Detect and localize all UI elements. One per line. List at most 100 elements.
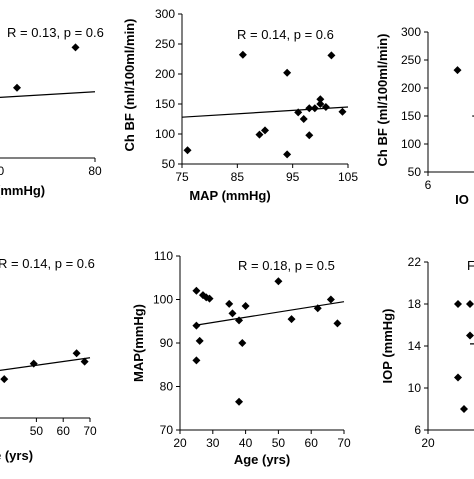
y-tick-label: 300 (155, 7, 175, 21)
data-point (305, 131, 314, 140)
x-tick-label: 40 (239, 436, 253, 450)
x-axis-label: e (yrs) (0, 448, 33, 463)
x-tick-label: 70 (83, 424, 97, 438)
data-point (228, 309, 237, 318)
panel-4: 50 60 70 R = 0.14, p = 0.6 e (yrs) (0, 256, 97, 463)
trend-line (0, 357, 91, 371)
data-point (327, 51, 336, 60)
correlation-annotation: R = 0.14, p = 0.6 (0, 256, 95, 271)
x-tick-label: 60 (305, 436, 319, 450)
data-point (0, 375, 9, 384)
data-point (80, 357, 89, 366)
correlation-annotation: R = 0.18, p = 0.5 (238, 258, 335, 273)
data-point (255, 130, 264, 139)
data-point (294, 108, 303, 117)
x-axis-label: (mmHg) (0, 183, 45, 198)
data-point (454, 300, 462, 308)
y-tick-label: 100 (155, 127, 175, 141)
data-point (71, 43, 80, 52)
y-tick-label: 200 (401, 81, 421, 95)
data-point (235, 316, 244, 325)
y-tick-label: 18 (408, 297, 422, 311)
data-point (235, 397, 244, 406)
y-tick-label: 6 (414, 423, 421, 437)
x-tick-label: 80 (88, 164, 102, 178)
data-point (205, 294, 214, 303)
data-point (316, 100, 325, 108)
x-tick-label: 50 (30, 424, 44, 438)
trend-line (181, 106, 349, 118)
trend-line (193, 301, 345, 327)
x-tick-label: 95 (286, 170, 300, 184)
panel-1: 70 80 R = 0.13, p = 0.6 (mmHg) (0, 25, 104, 198)
data-point (72, 349, 81, 358)
y-tick-label: 70 (160, 423, 174, 437)
y-tick-label: 10 (408, 381, 422, 395)
x-tick-label: 20 (173, 436, 187, 450)
panel-6: 2030610141822FIOP (mmHg) (380, 255, 474, 450)
x-tick-label: 20 (421, 436, 435, 450)
y-tick-label: 200 (155, 67, 175, 81)
x-tick-label: 30 (206, 436, 220, 450)
data-point (466, 300, 474, 308)
y-tick-label: 250 (155, 37, 175, 51)
x-tick-label: 75 (175, 170, 189, 184)
data-point (241, 302, 250, 311)
x-tick-label: 60 (57, 424, 71, 438)
x-tick-label: 105 (338, 170, 358, 184)
data-point (195, 336, 204, 345)
data-point (283, 68, 292, 77)
y-axis-label: MAP(mmHg) (131, 304, 146, 382)
x-axis-label: IO (455, 192, 469, 207)
y-tick-label: 50 (408, 165, 422, 179)
y-tick-label: 150 (401, 109, 421, 123)
data-point (305, 104, 314, 113)
data-point (313, 304, 322, 313)
panel-2: 75 85 95 105 50 100 150 200 250 300 R = 0.14, p = … (122, 7, 358, 203)
x-tick-label: 50 (272, 436, 286, 450)
y-tick-label: 150 (155, 97, 175, 111)
data-point (338, 107, 347, 116)
panel-5: 20 30 40 50 60 70 70 80 90 100 110 R = 0.18, p = 0.… (131, 249, 351, 467)
y-tick-label: 14 (408, 339, 422, 353)
x-tick-label: 85 (231, 170, 245, 184)
y-tick-label: 250 (401, 53, 421, 67)
y-tick-label: 300 (401, 25, 421, 39)
data-point (453, 66, 462, 75)
data-point (283, 150, 292, 159)
y-tick-label: 110 (154, 249, 173, 263)
correlation-annotation: F (467, 258, 474, 273)
data-point (192, 356, 201, 365)
data-point (326, 295, 335, 304)
trend-line (0, 91, 96, 98)
data-point (261, 126, 269, 135)
x-axis-label: Age (yrs) (234, 452, 290, 467)
y-tick-label: 22 (408, 255, 422, 269)
x-tick-label: 70 (0, 164, 4, 178)
trend-line (469, 343, 474, 345)
y-axis-label: IOP (mmHg) (380, 309, 395, 384)
y-tick-label: 100 (401, 137, 421, 151)
x-tick-label: 70 (337, 436, 351, 450)
data-point (13, 83, 21, 92)
y-tick-label: 90 (160, 336, 174, 350)
data-point (454, 373, 462, 382)
data-point (29, 359, 38, 368)
data-point (225, 299, 234, 308)
data-point (192, 286, 201, 295)
data-point (274, 277, 283, 286)
y-tick-label: 100 (153, 293, 173, 307)
data-point (287, 315, 296, 324)
data-point (321, 103, 330, 111)
y-axis-label: Ch BF (ml/100ml/min) (122, 19, 137, 152)
data-point (192, 321, 201, 330)
y-tick-label: 50 (162, 157, 176, 171)
x-tick-label: 6 (425, 178, 432, 192)
y-tick-label: 80 (160, 380, 174, 394)
panel-3: 61050100150200250300IOCh BF (ml/100ml/mi… (375, 25, 474, 207)
data-point (310, 104, 319, 113)
correlation-annotation: R = 0.14, p = 0.6 (237, 27, 334, 42)
data-point (333, 319, 342, 328)
y-axis-label: Ch BF (ml/100ml/min) (375, 34, 390, 167)
